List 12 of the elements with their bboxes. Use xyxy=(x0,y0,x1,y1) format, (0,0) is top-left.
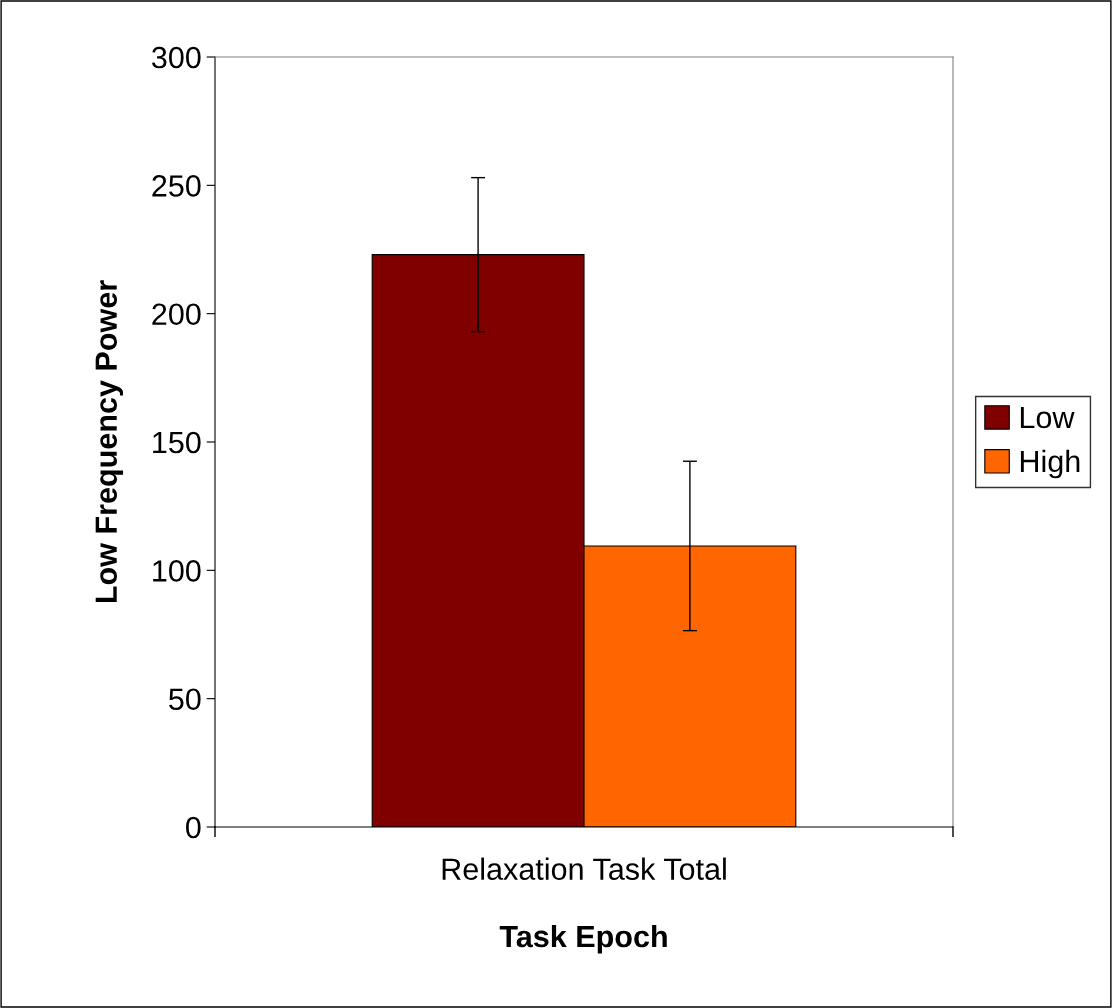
y-tick-label: 50 xyxy=(169,688,201,711)
y-axis-title: Low Frequency Power xyxy=(95,280,124,603)
y-tick-label: 200 xyxy=(152,303,201,326)
legend-label: High xyxy=(1020,449,1080,479)
y-tick-label: 150 xyxy=(153,431,201,454)
y-tick-label: 300 xyxy=(152,46,201,69)
legend-label: Low xyxy=(1020,407,1075,429)
y-tick-label: 250 xyxy=(152,175,201,197)
x-axis-title: Task Epoch xyxy=(499,924,667,954)
x-tick-label: Relaxation Task Total xyxy=(442,857,726,880)
y-tick-label: 100 xyxy=(153,560,201,582)
y-tick-label: 0 xyxy=(186,816,201,839)
